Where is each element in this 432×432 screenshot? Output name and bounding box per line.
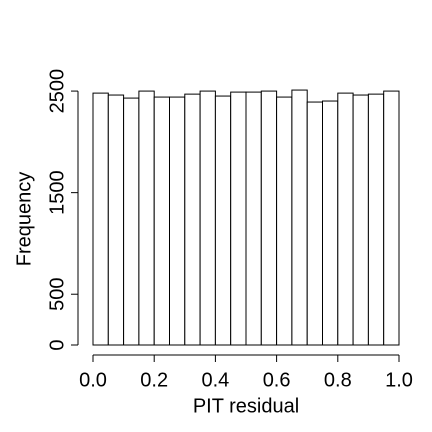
x-tick-label: 0.8: [324, 369, 352, 391]
bar: [276, 96, 293, 346]
bar: [245, 91, 262, 346]
y-axis-title: Frequency: [13, 172, 35, 267]
x-tick-label: 0.2: [140, 369, 168, 391]
bar: [214, 95, 232, 346]
bar: [383, 90, 400, 346]
x-axis-title: PIT residual: [193, 395, 299, 417]
x-tick-label: 1.0: [385, 369, 413, 391]
y-tick-label: 2500: [46, 69, 68, 114]
y-tick-label: 1500: [46, 170, 68, 215]
bar: [322, 100, 339, 346]
bar: [291, 89, 308, 346]
bar: [337, 92, 354, 346]
y-tick-label: 500: [46, 278, 68, 311]
bar: [306, 101, 324, 346]
bar: [367, 93, 385, 346]
bar: [230, 91, 247, 346]
bar: [260, 90, 278, 346]
bar: [138, 90, 155, 346]
bar: [199, 90, 216, 346]
y-tick-label: 0: [46, 339, 68, 350]
bar: [123, 97, 140, 346]
bar: [169, 96, 186, 346]
bar: [92, 92, 109, 346]
x-tick-label: 0.4: [201, 369, 229, 391]
bar: [352, 94, 369, 346]
bar: [153, 96, 170, 346]
bar: [107, 94, 125, 346]
bar: [184, 93, 201, 346]
x-tick-label: 0.6: [263, 369, 291, 391]
x-tick-label: 0.0: [79, 369, 107, 391]
